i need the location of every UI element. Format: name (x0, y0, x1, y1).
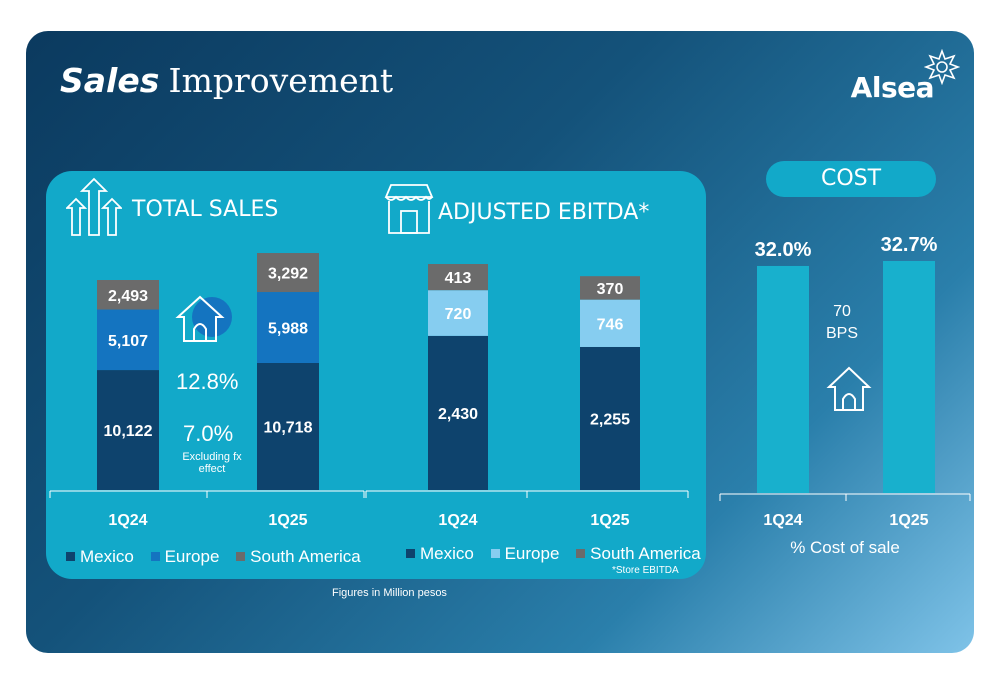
storefront-icon (384, 184, 434, 234)
data-label-ebitda-europe-1q25: 746 (597, 316, 624, 333)
legend-label-europe-ebitda: Europe (504, 544, 560, 563)
legend-label-south-america: South America (250, 547, 361, 566)
logo-star-icon (924, 49, 960, 85)
charts-canvas: 10,122 5,107 2,493 1Q24 10,718 5,988 3,292 1Q25… (49, 234, 971, 529)
bar-ebitda-mexico-1q24 (428, 335, 488, 490)
legend-swatch-south-america-ebitda (576, 549, 586, 558)
x-tick-ebitda-1q24: 1Q24 (438, 512, 477, 529)
legend-item-mexico-ebitda: Mexico (406, 544, 474, 563)
data-label-sales-mexico-1q25: 10,718 (264, 419, 313, 436)
logo-text: Alsea (850, 71, 935, 104)
bar-ebitda-europe-1q24 (428, 290, 488, 336)
legend-swatch-south-america (236, 552, 246, 561)
sales-growth-fx-value: 7.0% (183, 421, 234, 446)
bar-cost-1q25 (883, 261, 935, 493)
legend-swatch-mexico (66, 552, 75, 561)
total-sales-heading: TOTAL SALES (132, 197, 279, 222)
bar-sales-south-america-1q24 (97, 280, 159, 310)
bar-ebitda-europe-1q25 (580, 299, 640, 347)
data-label-sales-south-america-1q24: 2,493 (108, 288, 148, 305)
legend-label-mexico-ebitda: Mexico (420, 544, 474, 563)
sales-legend: Mexico Europe South America (66, 547, 373, 567)
x-tick-cost-1q24: 1Q24 (763, 512, 802, 529)
bar-sales-europe-1q25 (257, 292, 319, 363)
bps-value: 70 (833, 303, 851, 320)
slide-card: Sales Improvement Alsea TOTAL SALES ADJU… (26, 31, 974, 653)
legend-item-europe: Europe (150, 547, 220, 566)
x-tick-sales-1q25: 1Q25 (268, 512, 307, 529)
legend-item-south-america-ebitda: South America (576, 544, 701, 563)
fx-note: Excluding fx effect (182, 451, 242, 475)
legend-swatch-europe (150, 552, 160, 561)
data-label-sales-europe-1q25: 5,988 (268, 321, 308, 338)
data-label-cost-1q24: 32.0% (755, 239, 812, 261)
bps-unit: BPS (825, 325, 858, 342)
bar-cost-1q24 (757, 265, 809, 493)
title-rest: Improvement (168, 61, 394, 100)
legend-item-europe-ebitda: Europe (490, 544, 560, 563)
legend-swatch-europe-ebitda (490, 549, 500, 558)
data-label-ebitda-south-america-1q25: 370 (597, 281, 624, 298)
alsea-logo: Alsea (850, 71, 935, 104)
sales-growth-value: 12.8% (176, 369, 239, 394)
up-arrows-icon (66, 177, 122, 236)
legend-label-mexico: Mexico (80, 547, 134, 566)
x-tick-sales-1q24: 1Q24 (108, 512, 147, 529)
bar-ebitda-south-america-1q25 (580, 276, 640, 300)
legend-item-south-america: South America (236, 547, 361, 566)
data-label-sales-mexico-1q24: 10,122 (104, 423, 153, 440)
slide-title: Sales Improvement (60, 61, 393, 100)
fx-note-line1: Excluding fx (182, 451, 242, 463)
store-ebitda-note: *Store EBITDA (612, 565, 679, 576)
fx-note-line2: effect (198, 463, 226, 475)
legend-label-south-america-ebitda: South America (590, 544, 701, 563)
bar-sales-south-america-1q25 (257, 253, 319, 293)
house-up-cost-icon (826, 366, 872, 411)
data-label-sales-europe-1q24: 5,107 (108, 333, 148, 350)
bar-sales-mexico-1q25 (257, 362, 319, 490)
house-up-icon (175, 295, 232, 342)
bar-ebitda-south-america-1q24 (428, 264, 488, 291)
bps-annotation: 70 BPS (812, 301, 872, 345)
ebitda-heading: ADJUSTED EBITDA* (438, 200, 650, 225)
data-label-ebitda-mexico-1q25: 2,255 (590, 411, 630, 428)
data-label-ebitda-south-america-1q24: 413 (445, 270, 472, 287)
data-label-sales-south-america-1q25: 3,292 (268, 266, 308, 283)
figures-footnote: Figures in Million pesos (332, 587, 447, 599)
data-label-ebitda-mexico-1q24: 2,430 (438, 406, 478, 423)
title-bold: Sales (60, 61, 160, 100)
bar-sales-europe-1q24 (97, 309, 159, 371)
bar-ebitda-mexico-1q25 (580, 346, 640, 490)
ebitda-legend: Mexico Europe South America (406, 544, 713, 564)
x-tick-cost-1q25: 1Q25 (889, 512, 928, 529)
cost-heading: COST (766, 161, 936, 197)
legend-swatch-mexico-ebitda (406, 549, 415, 558)
legend-label-europe: Europe (164, 547, 220, 566)
bar-sales-mexico-1q24 (97, 370, 159, 490)
data-label-cost-1q25: 32.7% (881, 234, 938, 256)
data-label-ebitda-europe-1q24: 720 (445, 306, 472, 323)
cost-caption: % Cost of sale (790, 538, 900, 557)
x-tick-ebitda-1q25: 1Q25 (590, 512, 629, 529)
legend-item-mexico: Mexico (66, 547, 134, 566)
